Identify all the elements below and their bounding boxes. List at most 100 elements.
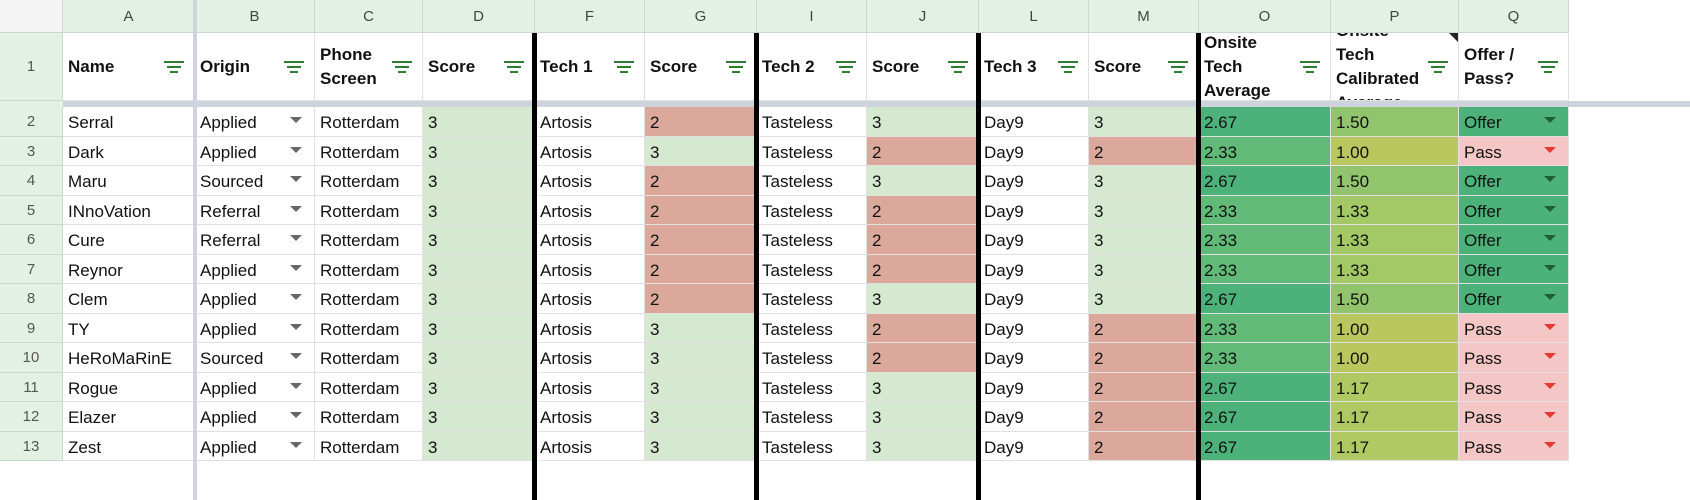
- cell-l13[interactable]: Day9: [979, 431, 1089, 461]
- row-header-12[interactable]: 12: [0, 402, 63, 432]
- cell-c5[interactable]: Rotterdam: [315, 195, 423, 225]
- dropdown-arrow-icon[interactable]: [1544, 441, 1556, 448]
- column-header-g[interactable]: G: [645, 0, 757, 33]
- dropdown-arrow-icon[interactable]: [1544, 382, 1556, 389]
- dropdown-arrow-icon[interactable]: [1544, 264, 1556, 271]
- column-header-d[interactable]: D: [423, 0, 535, 33]
- dropdown-arrow-icon[interactable]: [290, 323, 302, 330]
- cell-g9[interactable]: 3: [645, 313, 757, 343]
- dropdown-arrow-icon[interactable]: [1544, 323, 1556, 330]
- header-cell-b[interactable]: Origin: [195, 33, 315, 101]
- filter-icon[interactable]: [1168, 60, 1188, 74]
- cell-j4[interactable]: 3: [867, 166, 979, 196]
- cell-l11[interactable]: Day9: [979, 372, 1089, 402]
- cell-m3[interactable]: 2: [1089, 136, 1199, 166]
- cell-c13[interactable]: Rotterdam: [315, 431, 423, 461]
- cell-f3[interactable]: Artosis: [535, 136, 645, 166]
- cell-m9[interactable]: 2: [1089, 313, 1199, 343]
- cell-i6[interactable]: Tasteless: [757, 225, 867, 255]
- cell-d3[interactable]: 3: [423, 136, 535, 166]
- cell-i13[interactable]: Tasteless: [757, 431, 867, 461]
- row-header-8[interactable]: 8: [0, 284, 63, 314]
- cell-j11[interactable]: 3: [867, 372, 979, 402]
- cell-b8[interactable]: Applied: [195, 284, 315, 314]
- header-cell-i[interactable]: Tech 2: [757, 33, 867, 101]
- cell-a6[interactable]: Cure: [63, 225, 195, 255]
- cell-m7[interactable]: 3: [1089, 254, 1199, 284]
- dropdown-arrow-icon[interactable]: [290, 146, 302, 153]
- row-header-3[interactable]: 3: [0, 136, 63, 166]
- dropdown-arrow-icon[interactable]: [290, 117, 302, 123]
- cell-a5[interactable]: INnoVation: [63, 195, 195, 225]
- cell-g2[interactable]: 2: [645, 107, 757, 137]
- cell-q12[interactable]: Pass: [1459, 402, 1569, 432]
- cell-o13[interactable]: 2.67: [1199, 431, 1331, 461]
- header-cell-f[interactable]: Tech 1: [535, 33, 645, 101]
- cell-b7[interactable]: Applied: [195, 254, 315, 284]
- cell-g7[interactable]: 2: [645, 254, 757, 284]
- filter-icon[interactable]: [284, 60, 304, 74]
- cell-q13[interactable]: Pass: [1459, 431, 1569, 461]
- cell-i9[interactable]: Tasteless: [757, 313, 867, 343]
- dropdown-arrow-icon[interactable]: [1544, 176, 1556, 182]
- cell-m8[interactable]: 3: [1089, 284, 1199, 314]
- cell-f13[interactable]: Artosis: [535, 431, 645, 461]
- cell-d7[interactable]: 3: [423, 254, 535, 284]
- cell-o3[interactable]: 2.33: [1199, 136, 1331, 166]
- cell-o11[interactable]: 2.67: [1199, 372, 1331, 402]
- column-header-m[interactable]: M: [1089, 0, 1199, 33]
- cell-m10[interactable]: 2: [1089, 343, 1199, 373]
- filter-icon[interactable]: [948, 60, 968, 74]
- filter-icon[interactable]: [1538, 60, 1558, 74]
- cell-i7[interactable]: Tasteless: [757, 254, 867, 284]
- header-cell-c[interactable]: Phone Screen: [315, 33, 423, 101]
- filter-icon[interactable]: [836, 60, 856, 74]
- header-cell-q[interactable]: Offer / Pass?: [1459, 33, 1569, 101]
- row-header-6[interactable]: 6: [0, 225, 63, 255]
- header-cell-j[interactable]: Score: [867, 33, 979, 101]
- cell-g4[interactable]: 2: [645, 166, 757, 196]
- cell-q2[interactable]: Offer: [1459, 107, 1569, 137]
- filter-icon[interactable]: [614, 60, 634, 74]
- cell-j7[interactable]: 2: [867, 254, 979, 284]
- cell-l8[interactable]: Day9: [979, 284, 1089, 314]
- header-cell-l[interactable]: Tech 3: [979, 33, 1089, 101]
- cell-f11[interactable]: Artosis: [535, 372, 645, 402]
- dropdown-arrow-icon[interactable]: [290, 264, 302, 271]
- cell-b10[interactable]: Sourced: [195, 343, 315, 373]
- cell-b12[interactable]: Applied: [195, 402, 315, 432]
- dropdown-arrow-icon[interactable]: [1544, 412, 1556, 418]
- cell-q7[interactable]: Offer: [1459, 254, 1569, 284]
- dropdown-arrow-icon[interactable]: [290, 353, 302, 359]
- cell-g12[interactable]: 3: [645, 402, 757, 432]
- cell-l3[interactable]: Day9: [979, 136, 1089, 166]
- dropdown-arrow-icon[interactable]: [1544, 235, 1556, 241]
- cell-c8[interactable]: Rotterdam: [315, 284, 423, 314]
- dropdown-arrow-icon[interactable]: [1544, 205, 1556, 212]
- column-header-q[interactable]: Q: [1459, 0, 1569, 33]
- cell-q8[interactable]: Offer: [1459, 284, 1569, 314]
- cell-l10[interactable]: Day9: [979, 343, 1089, 373]
- cell-d6[interactable]: 3: [423, 225, 535, 255]
- cell-c6[interactable]: Rotterdam: [315, 225, 423, 255]
- cell-g13[interactable]: 3: [645, 431, 757, 461]
- cell-c4[interactable]: Rotterdam: [315, 166, 423, 196]
- filter-icon[interactable]: [164, 60, 184, 74]
- cell-b9[interactable]: Applied: [195, 313, 315, 343]
- dropdown-arrow-icon[interactable]: [290, 205, 302, 212]
- cell-d9[interactable]: 3: [423, 313, 535, 343]
- cell-i5[interactable]: Tasteless: [757, 195, 867, 225]
- cell-d13[interactable]: 3: [423, 431, 535, 461]
- cell-o10[interactable]: 2.33: [1199, 343, 1331, 373]
- row-header-10[interactable]: 10: [0, 343, 63, 373]
- cell-f12[interactable]: Artosis: [535, 402, 645, 432]
- cell-c11[interactable]: Rotterdam: [315, 372, 423, 402]
- column-header-p[interactable]: P: [1331, 0, 1459, 33]
- cell-b5[interactable]: Referral: [195, 195, 315, 225]
- cell-p11[interactable]: 1.17: [1331, 372, 1459, 402]
- filter-icon[interactable]: [726, 60, 746, 74]
- header-cell-d[interactable]: Score: [423, 33, 535, 101]
- cell-f2[interactable]: Artosis: [535, 107, 645, 137]
- cell-i8[interactable]: Tasteless: [757, 284, 867, 314]
- cell-q5[interactable]: Offer: [1459, 195, 1569, 225]
